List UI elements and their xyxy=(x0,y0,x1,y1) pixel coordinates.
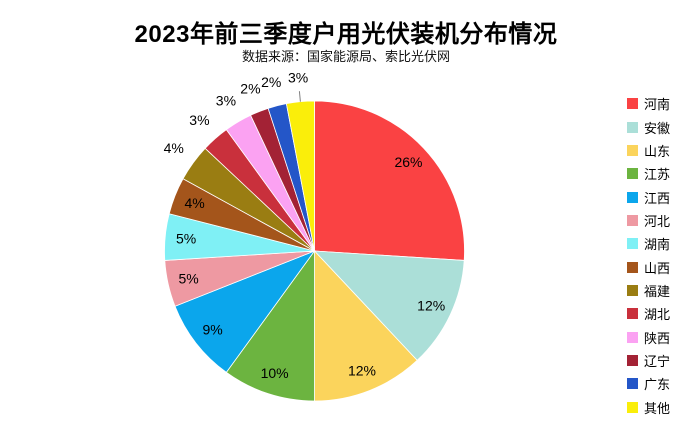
legend-item-陕西: 陕西 xyxy=(627,325,670,348)
legend-item-湖北: 湖北 xyxy=(627,302,670,325)
legend-label: 其他 xyxy=(644,400,671,416)
legend-swatch-icon xyxy=(627,401,638,413)
legend-label: 江西 xyxy=(644,190,671,206)
legend-swatch-icon xyxy=(627,191,638,203)
legend-item-福建: 福建 xyxy=(627,279,670,302)
legend-swatch-icon xyxy=(627,308,638,320)
legend-label: 河北 xyxy=(644,213,671,229)
legend-swatch-icon xyxy=(627,354,638,366)
legend: 河南安徽山东江苏江西河北湖南山西福建湖北陕西辽宁广东其他 xyxy=(627,92,670,419)
chart-subtitle: 数据来源：国家能源局、索比光伏网 xyxy=(241,49,450,64)
legend-item-江西: 江西 xyxy=(627,185,670,208)
chart-title: 2023年前三季度户用光伏装机分布情况 xyxy=(134,21,558,48)
slice-label-湖南: 5% xyxy=(176,230,196,246)
legend-item-河南: 河南 xyxy=(627,92,670,115)
legend-swatch-icon xyxy=(627,378,638,390)
legend-item-河北: 河北 xyxy=(627,209,670,232)
legend-label: 福建 xyxy=(644,283,671,299)
slice-label-其他: 3% xyxy=(288,69,308,85)
legend-swatch-icon xyxy=(627,168,638,180)
legend-item-安徽: 安徽 xyxy=(627,115,670,138)
pie-slice-江西 xyxy=(174,250,316,373)
slice-label-江西: 9% xyxy=(202,322,222,338)
legend-label: 陕西 xyxy=(644,330,671,346)
legend-swatch-icon xyxy=(627,284,638,296)
slice-label-山东: 12% xyxy=(348,362,376,378)
slice-label-江苏: 10% xyxy=(261,365,289,381)
legend-item-广东: 广东 xyxy=(627,372,670,395)
legend-label: 广东 xyxy=(644,377,671,393)
slice-label-陕西: 3% xyxy=(216,93,236,109)
slice-label-安徽: 12% xyxy=(417,297,445,313)
legend-item-湖南: 湖南 xyxy=(627,232,670,255)
legend-item-山东: 山东 xyxy=(627,139,670,162)
legend-item-山西: 山西 xyxy=(627,255,670,278)
legend-label: 湖北 xyxy=(644,307,671,323)
legend-label: 山东 xyxy=(644,143,671,159)
legend-swatch-icon xyxy=(627,121,638,133)
legend-swatch-icon xyxy=(627,144,638,156)
legend-label: 河南 xyxy=(644,97,671,113)
legend-item-江苏: 江苏 xyxy=(627,162,670,185)
legend-label: 安徽 xyxy=(644,120,671,136)
slice-label-河南: 26% xyxy=(394,154,422,170)
legend-swatch-icon xyxy=(627,331,638,343)
slice-label-广东: 2% xyxy=(261,74,281,90)
slice-label-辽宁: 2% xyxy=(240,81,260,97)
legend-swatch-icon xyxy=(627,214,638,226)
legend-swatch-icon xyxy=(627,98,638,110)
legend-label: 湖南 xyxy=(644,237,671,253)
slice-label-河北: 5% xyxy=(178,271,198,287)
legend-label: 江苏 xyxy=(644,167,671,183)
pie-slice-山东 xyxy=(314,249,418,402)
legend-swatch-icon xyxy=(627,238,638,250)
leader-line xyxy=(298,91,301,102)
legend-item-辽宁: 辽宁 xyxy=(627,349,670,372)
pie-slice-安徽 xyxy=(313,250,465,361)
legend-item-其他: 其他 xyxy=(627,395,670,418)
slice-label-福建: 4% xyxy=(164,140,184,156)
legend-label: 辽宁 xyxy=(644,353,671,369)
slice-label-湖北: 3% xyxy=(189,112,209,128)
slice-label-山西: 4% xyxy=(184,195,204,211)
legend-swatch-icon xyxy=(627,261,638,273)
pie-slice-河南 xyxy=(314,100,465,261)
legend-label: 山西 xyxy=(644,260,671,276)
pie-slice-江苏 xyxy=(225,249,315,402)
